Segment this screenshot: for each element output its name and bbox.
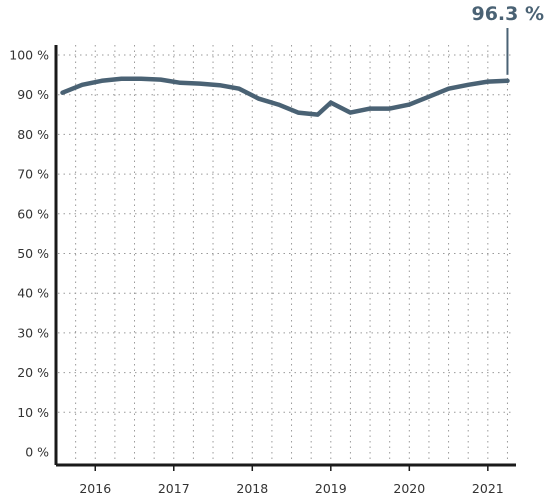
x-tick-label: 2017 <box>158 481 190 496</box>
y-tick-label: 30 % <box>17 325 49 340</box>
y-tick-label: 50 % <box>17 246 49 261</box>
x-tick-label: 2020 <box>393 481 425 496</box>
y-tick-label: 0 % <box>25 445 49 460</box>
y-tick-label: 40 % <box>17 286 49 301</box>
y-tick-label: 10 % <box>17 405 49 420</box>
x-axis-tick-labels: 2016 2017 2018 2019 2020 2021 <box>79 481 503 496</box>
y-tick-label: 20 % <box>17 365 49 380</box>
y-tick-label: 60 % <box>17 206 49 221</box>
x-tick-label: 2021 <box>472 481 504 496</box>
series-line <box>63 79 508 115</box>
x-tick-label: 2018 <box>236 481 268 496</box>
x-tick-label: 2016 <box>79 481 111 496</box>
y-axis-tick-labels: 0 % 10 % 20 % 30 % 40 % 50 % 60 % 70 % 80 % 90 % 1… <box>9 48 49 460</box>
y-tick-label: 80 % <box>17 127 49 142</box>
y-tick-label: 70 % <box>17 167 49 182</box>
callout-label: 96.3 % <box>471 3 544 25</box>
y-tick-label: 100 % <box>9 48 49 63</box>
x-tick-label: 2019 <box>315 481 347 496</box>
y-tick-label: 90 % <box>17 87 49 102</box>
series <box>63 79 508 115</box>
callout: 96.3 % <box>471 3 544 75</box>
